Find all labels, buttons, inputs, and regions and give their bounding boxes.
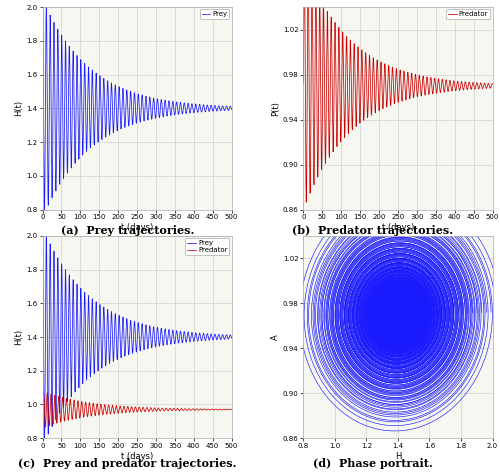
Predator (59, 401, 65, 407)
X-axis label: t (days): t (days) (121, 223, 153, 232)
Y-axis label: P(t): P(t) (271, 101, 280, 116)
Prey (168, 340, 173, 346)
Text: (b)  Predator trajectories.: (b) Predator trajectories. (292, 225, 453, 237)
Predator (40, 406, 46, 412)
Prey (40, 225, 46, 230)
Legend: Prey: Prey (200, 9, 230, 19)
Predator (220, 407, 226, 412)
Predator (40, 389, 46, 394)
Y-axis label: H(t): H(t) (14, 100, 24, 117)
Text: (d)  Phase portrait.: (d) Phase portrait. (312, 458, 432, 469)
X-axis label: H: H (395, 452, 401, 461)
Line: Prey: Prey (42, 228, 232, 442)
Prey (42, 439, 48, 445)
X-axis label: t (days): t (days) (382, 223, 414, 232)
Prey (170, 328, 176, 333)
Legend: Prey, Predator: Prey, Predator (186, 238, 230, 255)
Prey (59, 267, 65, 273)
Prey (228, 335, 234, 341)
Prey (150, 330, 156, 336)
Text: (c)  Prey and predator trajectories.: (c) Prey and predator trajectories. (18, 458, 237, 469)
Predator (76, 414, 82, 420)
Y-axis label: A: A (271, 334, 280, 340)
Text: (a)  Prey trajectories.: (a) Prey trajectories. (61, 225, 194, 237)
Predator (228, 406, 234, 412)
Legend: Predator: Predator (446, 9, 490, 19)
Predator (170, 406, 176, 412)
Predator (150, 408, 156, 414)
Y-axis label: H(t): H(t) (14, 329, 24, 345)
Predator (42, 424, 48, 430)
Prey (220, 332, 226, 337)
Line: Predator: Predator (42, 392, 232, 427)
Prey (76, 361, 82, 366)
X-axis label: t (days): t (days) (121, 452, 153, 461)
Predator (168, 406, 173, 411)
